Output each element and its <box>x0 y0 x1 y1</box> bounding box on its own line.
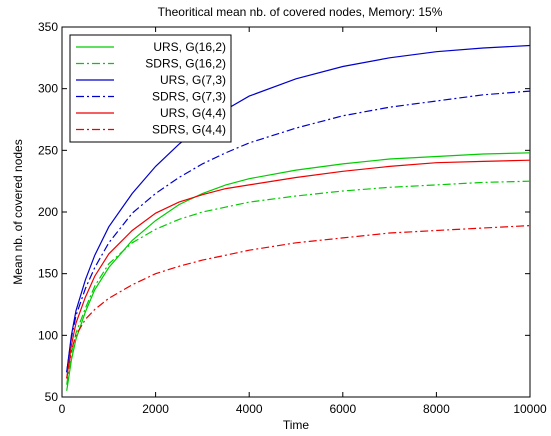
x-tick-label: 2000 <box>142 402 169 416</box>
y-tick-label: 100 <box>38 328 58 342</box>
legend-box <box>69 34 232 143</box>
legend-label-3: SDRS, G(7,3) <box>152 90 226 104</box>
legend-label-5: SDRS, G(4,4) <box>152 123 226 137</box>
chart-title: Theoritical mean nb. of covered nodes, M… <box>158 5 443 19</box>
legend-label-1: SDRS, G(16,2) <box>145 57 226 71</box>
x-tick-label: 6000 <box>329 402 356 416</box>
legend-label-4: URS, G(4,4) <box>160 106 226 120</box>
y-tick-label: 350 <box>38 20 58 34</box>
series-line-5 <box>66 225 531 379</box>
legend: URS, G(16,2) SDRS, G(16,2) URS, G(7,3) SDRS… <box>69 34 232 143</box>
series-lines <box>66 44 531 391</box>
y-tick-label: 300 <box>38 82 58 96</box>
legend-label-0: URS, G(16,2) <box>153 40 226 54</box>
x-tick-label: 10000 <box>513 402 547 416</box>
x-tick-label: 8000 <box>423 402 450 416</box>
series-line-3 <box>66 90 531 373</box>
axis-ticks: 0 2000 4000 6000 8000 10000 50 100 150 200 250 300 3… <box>38 20 547 416</box>
series-line-1 <box>66 180 531 385</box>
series-line-0 <box>66 152 531 391</box>
x-tick-label: 0 <box>59 402 66 416</box>
legend-label-2: URS, G(7,3) <box>160 73 226 87</box>
y-tick-label: 50 <box>45 390 59 404</box>
y-axis-label: Mean nb. of covered nodes <box>11 139 25 284</box>
y-tick-label: 200 <box>38 205 58 219</box>
series-line-4 <box>66 159 531 379</box>
y-tick-label: 150 <box>38 267 58 281</box>
x-tick-label: 4000 <box>236 402 263 416</box>
x-axis-label: Time <box>283 418 310 432</box>
y-tick-label: 250 <box>38 143 58 157</box>
